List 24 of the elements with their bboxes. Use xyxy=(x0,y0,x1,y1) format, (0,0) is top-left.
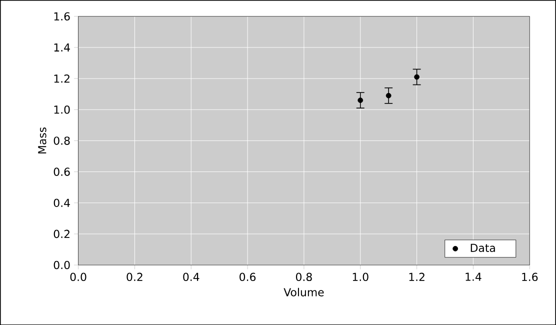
point xyxy=(386,92,392,98)
y-tick-label: 0.4 xyxy=(54,198,70,207)
y-tick-label: 1.4 xyxy=(54,43,70,52)
x-tick-label: 0.0 xyxy=(70,272,86,281)
legend-label: Data xyxy=(470,244,495,252)
y-axis-title: Mass xyxy=(38,127,46,154)
x-axis-title: Volume xyxy=(284,288,324,296)
x-tick-label: 1.0 xyxy=(352,272,368,281)
x-tick-label: 1.2 xyxy=(409,272,424,281)
x-tick-label: 0.4 xyxy=(183,272,200,281)
x-tick-label: 1.4 xyxy=(466,272,482,281)
y-tick-label: 0.8 xyxy=(54,136,70,145)
y-tick-label: 1.0 xyxy=(54,105,70,114)
y-tick-label: 1.2 xyxy=(54,74,70,82)
y-tick-label: 0.2 xyxy=(54,230,70,238)
point xyxy=(414,74,420,80)
x-tick-label: 0.2 xyxy=(126,272,142,281)
x-tick-label: 0.6 xyxy=(240,272,256,281)
x-tick-label: 0.8 xyxy=(296,272,312,281)
y-tick-label: 0.0 xyxy=(54,260,70,269)
x-tick-label: 1.6 xyxy=(522,272,538,281)
point xyxy=(358,97,364,103)
y-tick-label: 1.6 xyxy=(54,12,70,20)
y-tick-label: 0.6 xyxy=(54,167,70,176)
